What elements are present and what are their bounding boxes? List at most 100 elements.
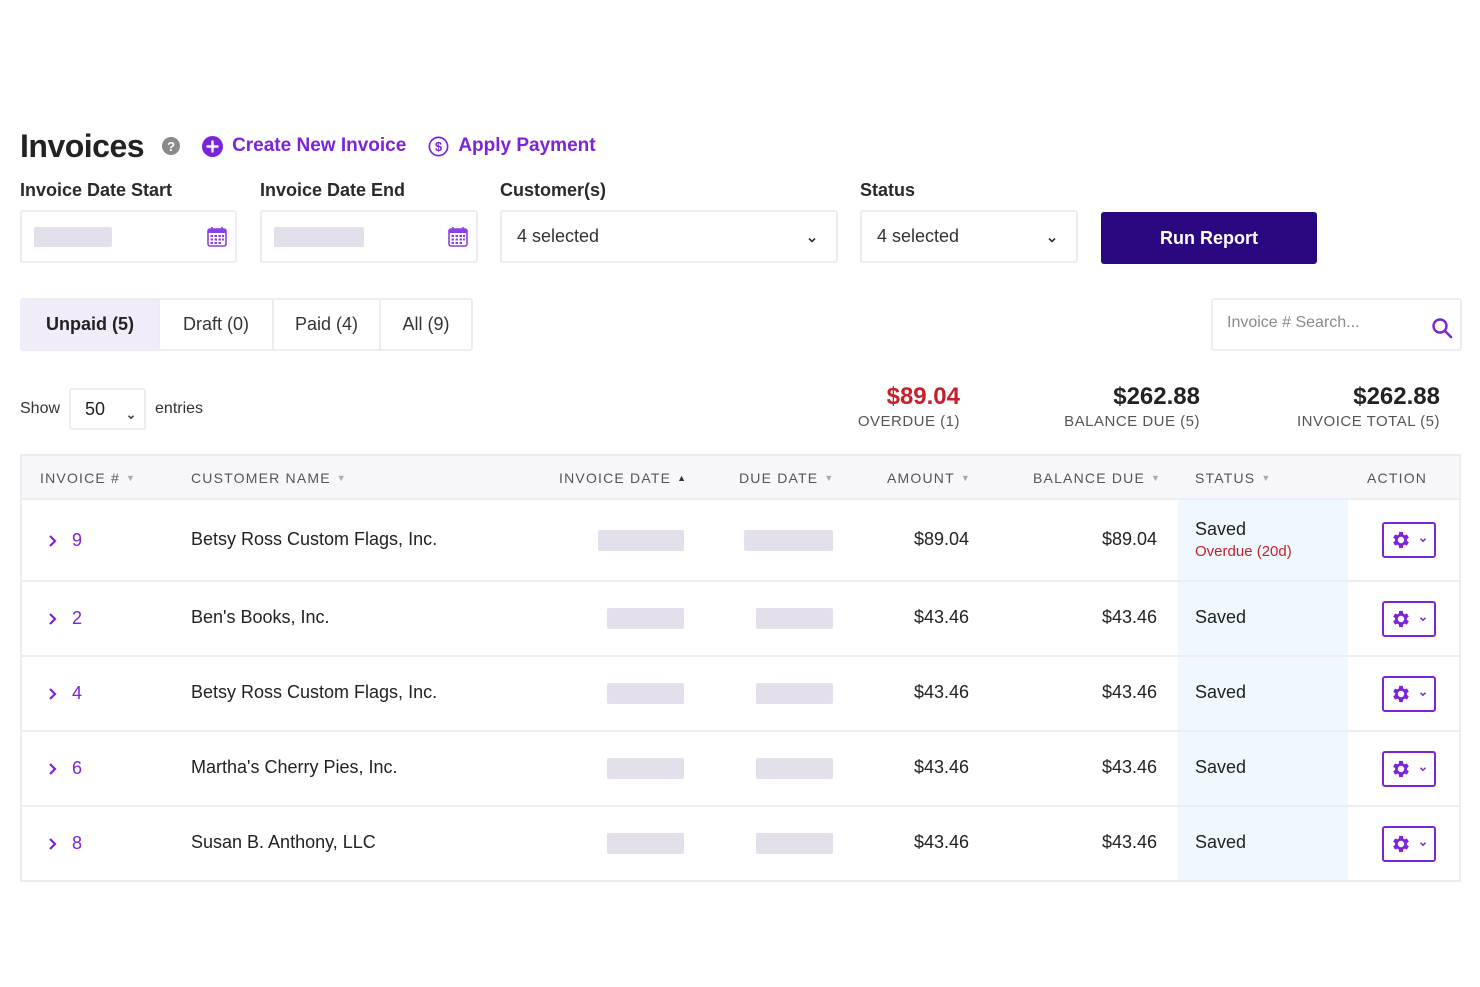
sort-icon: ▼	[824, 473, 835, 483]
chevron-right-icon	[49, 534, 57, 547]
entries-per-page-value: 50	[85, 398, 106, 419]
plus-circle-icon	[202, 135, 224, 157]
chevron-down-icon	[126, 406, 136, 427]
redacted-invoice-date	[607, 608, 684, 629]
redacted-date-value	[274, 227, 364, 247]
chevron-right-icon	[49, 837, 57, 850]
table-row[interactable]: 4 Betsy Ross Custom Flags, Inc. $43.46 $…	[22, 657, 1459, 732]
col-customer-name[interactable]: CUSTOMER NAME ▼	[191, 470, 347, 486]
overdue-badge: Overdue (20d)	[1195, 543, 1292, 560]
gear-icon	[1393, 531, 1409, 549]
redacted-date-value	[34, 227, 112, 247]
calendar-icon[interactable]	[446, 225, 470, 254]
row-expand-toggle[interactable]: 9	[48, 530, 82, 551]
row-expand-toggle[interactable]: 2	[48, 608, 82, 629]
create-new-invoice-link[interactable]: Create New Invoice	[202, 135, 406, 157]
search-icon[interactable]	[1430, 316, 1454, 345]
tab-paid[interactable]: Paid (4)	[274, 300, 381, 349]
status: Saved	[1195, 757, 1246, 778]
invoice-number-link[interactable]: 6	[72, 758, 83, 778]
invoice-date-end-label: Invoice Date End	[260, 180, 406, 200]
status-cell-bg	[1178, 732, 1348, 805]
tab-all[interactable]: All (9)	[402, 314, 450, 334]
table-row[interactable]: 8 Susan B. Anthony, LLC $43.46 $43.46 Sa…	[22, 807, 1459, 882]
invoice-number-link[interactable]: 4	[72, 683, 83, 703]
balance-due-summary: $262.88 BALANCE DUE (5)	[1064, 383, 1200, 430]
row-action-button[interactable]	[1382, 826, 1436, 862]
status: Saved Overdue (20d)	[1195, 519, 1292, 560]
gear-icon	[1393, 610, 1409, 628]
amount: $43.46	[913, 757, 969, 777]
table-row[interactable]: 9 Betsy Ross Custom Flags, Inc. $89.04 $…	[22, 500, 1459, 582]
status-text: Saved	[1195, 682, 1247, 702]
run-report-button[interactable]: Run Report	[1101, 212, 1317, 264]
entries-per-page-select[interactable]: 50	[69, 388, 147, 430]
table-row[interactable]: 6 Martha's Cherry Pies, Inc. $43.46 $43.…	[22, 732, 1459, 807]
status-cell-bg	[1178, 500, 1348, 580]
row-expand-toggle[interactable]: 6	[48, 758, 82, 779]
col-amount[interactable]: AMOUNT ▼	[887, 470, 971, 486]
chevron-down-icon	[1419, 767, 1427, 772]
invoice-total-summary: $262.88 INVOICE TOTAL (5)	[1297, 383, 1440, 430]
redacted-due-date	[744, 530, 833, 551]
balance-due: $43.46	[1101, 757, 1157, 777]
amount: $43.46	[913, 682, 969, 702]
row-action-button[interactable]	[1382, 601, 1436, 637]
balance-due: $43.46	[1101, 832, 1157, 852]
create-new-invoice-label: Create New Invoice	[232, 135, 407, 156]
redacted-invoice-date	[607, 683, 684, 704]
invoice-search-box	[1211, 298, 1462, 351]
col-action: ACTION	[1367, 470, 1428, 486]
row-action-button[interactable]	[1382, 676, 1436, 712]
status-text: Saved	[1195, 757, 1247, 777]
row-action-button[interactable]	[1382, 522, 1436, 558]
show-entries: Show 50 entries	[20, 388, 203, 430]
status-select-value: 4 selected	[877, 226, 960, 246]
invoice-date-start-field[interactable]	[20, 210, 237, 263]
col-invoice-number[interactable]: INVOICE # ▼	[40, 470, 137, 486]
customers-select[interactable]: 4 selected	[500, 210, 838, 263]
redacted-invoice-date	[607, 833, 684, 854]
status-text: Saved	[1195, 607, 1247, 627]
chevron-down-icon	[1419, 692, 1427, 697]
redacted-due-date	[756, 608, 833, 629]
row-expand-toggle[interactable]: 4	[48, 683, 82, 704]
chevron-down-icon	[1419, 617, 1427, 622]
calendar-icon[interactable]	[205, 225, 229, 254]
balance-due: $43.46	[1101, 682, 1157, 702]
table-row[interactable]: 2 Ben's Books, Inc. $43.46 $43.46 Saved	[22, 582, 1459, 657]
apply-payment-link[interactable]: $ Apply Payment	[428, 135, 596, 157]
row-action-button[interactable]	[1382, 751, 1436, 787]
page-title: Invoices	[20, 127, 145, 164]
col-due-date[interactable]: DUE DATE ▼	[739, 470, 835, 486]
col-status[interactable]: STATUS ▼	[1195, 470, 1272, 486]
amount: $43.46	[913, 832, 969, 852]
status-select[interactable]: 4 selected	[860, 210, 1078, 263]
tab-unpaid[interactable]: Unpaid (5)	[22, 300, 160, 349]
sort-icon: ▼	[1261, 473, 1272, 483]
status: Saved	[1195, 832, 1246, 853]
invoice-number-link[interactable]: 9	[72, 530, 83, 550]
invoice-date-end-field[interactable]	[260, 210, 478, 263]
amount: $89.04	[913, 529, 969, 549]
sort-asc-icon: ▲	[677, 473, 688, 483]
invoice-number-link[interactable]: 8	[72, 833, 83, 853]
tab-draft[interactable]: Draft (0)	[160, 300, 274, 349]
row-expand-toggle[interactable]: 8	[48, 833, 82, 854]
col-balance-due[interactable]: BALANCE DUE ▼	[1033, 470, 1162, 486]
gear-icon	[1393, 685, 1409, 703]
invoice-search-input[interactable]	[1227, 314, 1417, 332]
chevron-down-icon	[1046, 230, 1058, 251]
balance-due-label: BALANCE DUE (5)	[1064, 413, 1200, 430]
redacted-due-date	[756, 833, 833, 854]
gear-icon	[1393, 760, 1409, 778]
show-prefix: Show	[20, 400, 61, 417]
help-icon[interactable]: ?	[162, 137, 181, 155]
invoice-number-link[interactable]: 2	[72, 608, 83, 628]
chevron-down-icon	[1419, 538, 1427, 543]
col-invoice-date[interactable]: INVOICE DATE ▲	[559, 470, 688, 486]
chevron-down-icon	[806, 230, 818, 251]
invoice-date-start-label: Invoice Date Start	[20, 180, 173, 200]
page-header: Invoices ? Create New Invoice $ Apply Pa…	[20, 124, 596, 168]
redacted-due-date	[756, 758, 833, 779]
